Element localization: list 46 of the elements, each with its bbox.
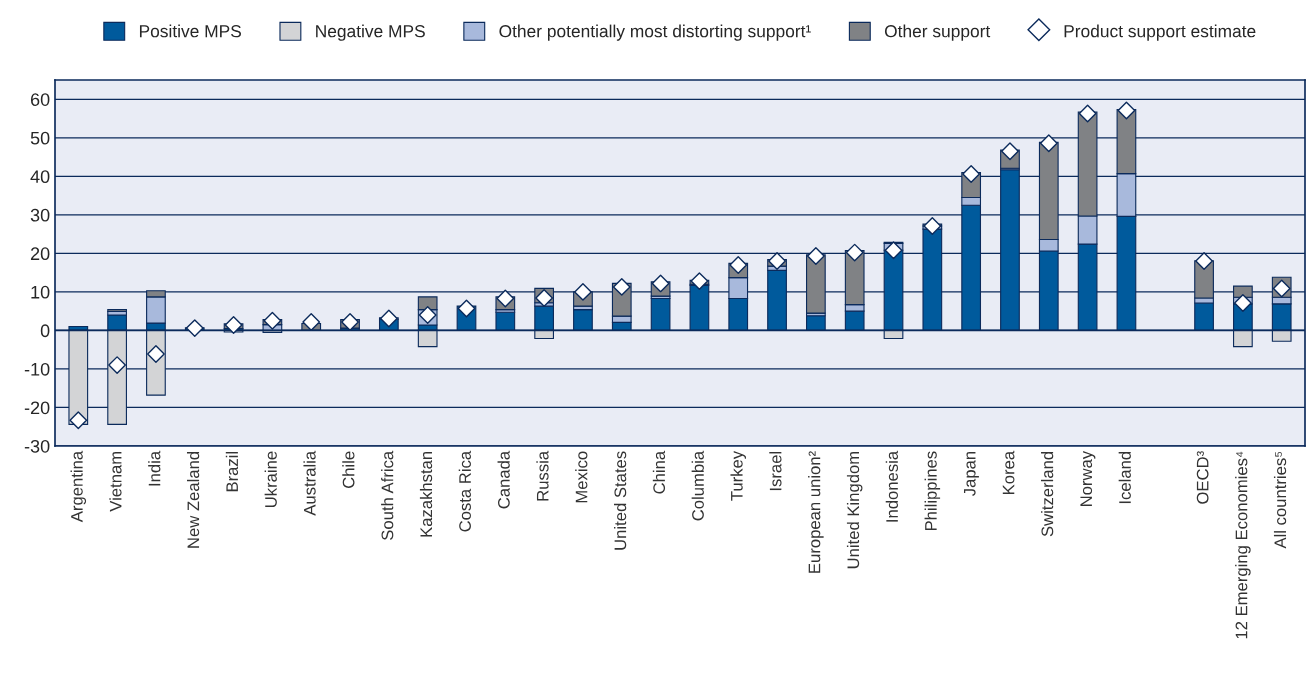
x-tick-label: European union² xyxy=(808,451,824,573)
legend-label: Other support xyxy=(884,24,991,41)
legend-label: Other potentially most distorting support¹ xyxy=(499,24,811,41)
x-tick-label: Philippines xyxy=(924,451,941,531)
x-tick-label: Norway xyxy=(1080,450,1096,506)
legend-label: Product support estimate xyxy=(1064,24,1256,41)
x-tick-label: Australia xyxy=(303,450,316,516)
x-tick-label: Columbia xyxy=(691,450,704,521)
y-tick-label: 0 xyxy=(40,324,50,338)
legend-label: Positive MPS xyxy=(139,24,241,38)
x-tick-label: Brazil xyxy=(225,451,239,492)
x-tick-label: Mexico xyxy=(575,451,588,503)
x-tick-label: Kazakhstan xyxy=(419,451,433,537)
x-tick-label: Vietnam xyxy=(109,451,122,512)
x-tick-label: India xyxy=(148,450,161,486)
x-tick-label: Canada xyxy=(497,450,510,509)
x-tick-label: Indonesia xyxy=(885,450,898,522)
y-tick-label: 50 xyxy=(30,131,50,145)
x-tick-label: Ukraine xyxy=(264,451,277,507)
y-tick-label: -20 xyxy=(24,401,50,415)
x-tick-label: Chile xyxy=(342,451,355,488)
y-tick-label: 20 xyxy=(30,247,50,261)
x-tick-label: Israel xyxy=(769,451,782,491)
x-tick-label: All countries⁵ xyxy=(1273,451,1287,549)
x-tick-label: Switzerland xyxy=(1041,451,1054,537)
legend-label: Negative MPS xyxy=(316,24,425,41)
x-tick-label: 12 Emerging Economies⁴ xyxy=(1235,451,1251,639)
x-tick-label: Russia xyxy=(536,450,549,501)
x-tick-label: United States xyxy=(614,451,627,550)
y-tick-label: 60 xyxy=(30,93,50,106)
x-tick-label: Iceland xyxy=(1118,451,1131,504)
y-tick-label: -10 xyxy=(24,362,50,376)
y-tick-label: 40 xyxy=(30,170,50,184)
y-tick-label: 30 xyxy=(30,208,50,222)
x-tick-label: United Kingdom xyxy=(846,451,863,569)
x-tick-label: Argentina xyxy=(70,450,87,523)
y-tick-label: -30 xyxy=(24,439,50,453)
x-tick-label: OECD³ xyxy=(1196,451,1209,504)
x-tick-label: South Africa xyxy=(381,450,394,540)
x-tick-label: Korea xyxy=(1002,450,1015,494)
x-tick-label: Japan xyxy=(963,451,979,497)
x-tick-label: China xyxy=(652,450,666,494)
x-tick-label: Turkey xyxy=(730,450,746,501)
x-tick-label: New Zealand xyxy=(186,451,200,548)
y-tick-label: 10 xyxy=(31,285,50,299)
x-tick-label: Costa Rica xyxy=(458,450,471,532)
